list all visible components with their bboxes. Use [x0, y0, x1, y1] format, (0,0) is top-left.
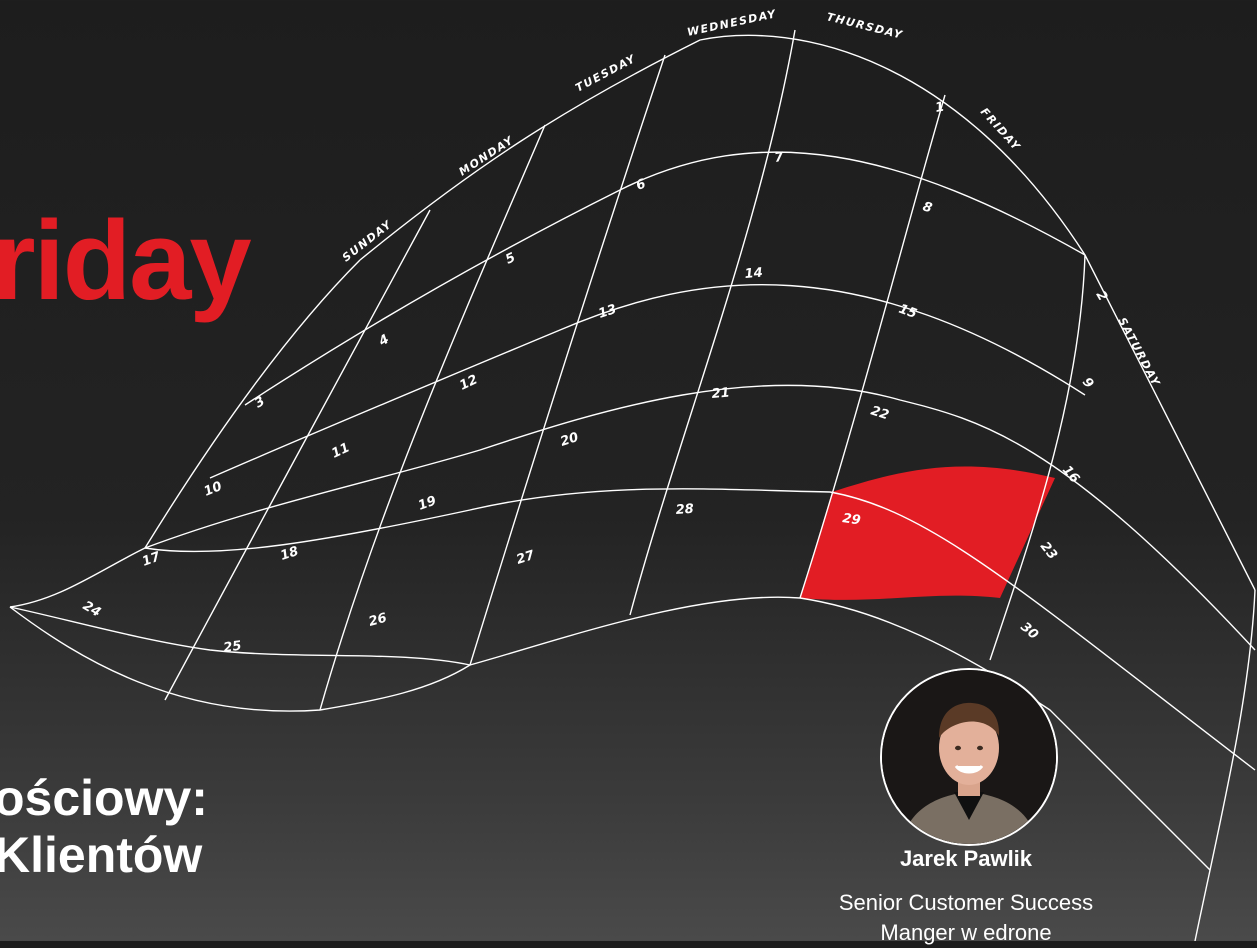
avatar: [880, 668, 1058, 846]
date-14: 14: [744, 265, 763, 282]
date-21: 21: [711, 385, 730, 402]
date-19: 19: [416, 493, 438, 513]
speaker-role: Senior Customer Success Manger w edrone: [760, 888, 1172, 948]
date-13: 13: [597, 302, 619, 322]
date-15: 15: [897, 302, 919, 322]
speaker-name: Jarek Pawlik: [899, 846, 1033, 871]
subtitle-line-1: ościowy:: [0, 770, 208, 826]
date-23: 23: [1037, 539, 1060, 562]
date-8: 8: [921, 199, 934, 216]
date-16: 16: [1059, 463, 1082, 487]
date-25: 25: [222, 639, 242, 656]
date-9: 9: [1079, 375, 1096, 392]
avatar-photo-icon: [882, 670, 1056, 844]
day-label-tuesday: TUESDAY: [573, 52, 638, 95]
date-7: 7: [773, 150, 785, 166]
date-20: 20: [559, 430, 581, 450]
day-label-saturday: SATURDAY: [1115, 315, 1162, 389]
date-11: 11: [329, 440, 352, 461]
date-6: 6: [634, 177, 648, 194]
day-label-monday: MONDAY: [457, 133, 517, 178]
title-word: riday: [0, 198, 252, 323]
date-3: 3: [252, 394, 268, 412]
date-24: 24: [80, 598, 103, 620]
date-1: 1: [934, 100, 946, 116]
date-4: 4: [376, 332, 392, 350]
day-label-wednesday: WEDNESDAY: [686, 7, 778, 39]
date-18: 18: [279, 544, 301, 564]
date-17: 17: [140, 549, 163, 570]
date-29: 29: [841, 511, 861, 528]
speaker-role-line-1: Senior Customer Success: [838, 890, 1094, 915]
calendar-day-labels: SUNDAY MONDAY TUESDAY WEDNESDAY THURSDAY…: [340, 7, 1163, 389]
date-5: 5: [503, 250, 518, 267]
date-26: 26: [367, 611, 388, 630]
day-label-sunday: SUNDAY: [340, 218, 395, 265]
date-27: 27: [515, 548, 538, 568]
date-22: 22: [869, 404, 891, 424]
subtitle: ościowy: Klientów: [0, 770, 208, 884]
subtitle-line-2: Klientów: [0, 827, 203, 883]
date-30: 30: [1017, 620, 1041, 643]
date-2: 2: [1093, 289, 1111, 304]
date-10: 10: [202, 479, 224, 500]
date-12: 12: [457, 372, 480, 393]
day-label-friday: FRIDAY: [978, 105, 1023, 153]
date-28: 28: [675, 502, 694, 518]
day-label-thursday: THURSDAY: [825, 10, 904, 42]
speaker-role-line-2: Manger w edrone: [880, 920, 1052, 945]
calendar-grid: [9, 29, 1256, 941]
